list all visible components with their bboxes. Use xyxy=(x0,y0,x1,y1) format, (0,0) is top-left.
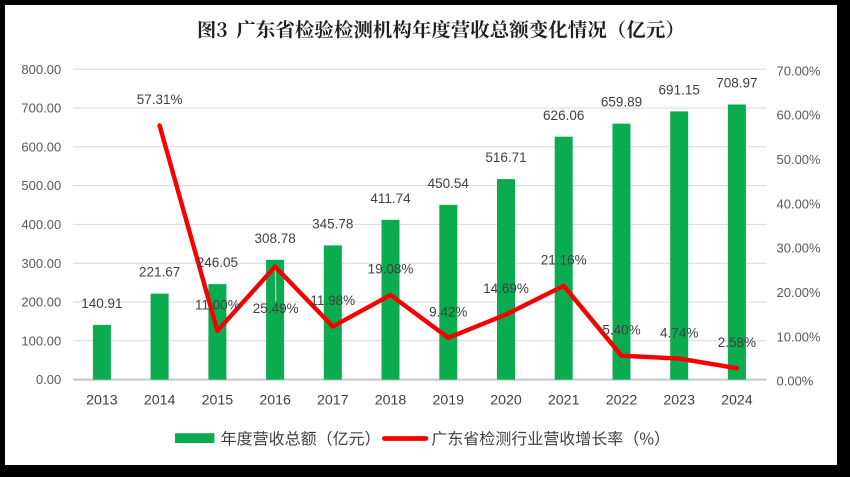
svg-text:2015: 2015 xyxy=(202,393,234,409)
svg-text:40.00%: 40.00% xyxy=(777,196,822,211)
svg-text:5.40%: 5.40% xyxy=(602,322,640,337)
svg-text:450.54: 450.54 xyxy=(428,176,470,191)
svg-text:246.05: 246.05 xyxy=(197,255,238,270)
svg-text:516.71: 516.71 xyxy=(485,150,526,165)
svg-text:25.49%: 25.49% xyxy=(253,301,299,316)
svg-text:2017: 2017 xyxy=(317,393,349,409)
svg-text:2024: 2024 xyxy=(721,393,753,409)
svg-text:600.00: 600.00 xyxy=(21,139,61,154)
svg-text:626.06: 626.06 xyxy=(543,108,584,123)
svg-text:11.98%: 11.98% xyxy=(310,293,355,308)
svg-text:300.00: 300.00 xyxy=(21,256,61,271)
svg-text:60.00%: 60.00% xyxy=(777,108,822,123)
svg-text:2021: 2021 xyxy=(548,393,580,409)
svg-text:19.08%: 19.08% xyxy=(368,262,414,277)
svg-text:11.00%: 11.00% xyxy=(195,298,240,313)
svg-text:4.74%: 4.74% xyxy=(660,325,698,340)
svg-text:659.89: 659.89 xyxy=(601,95,642,110)
svg-text:100.00: 100.00 xyxy=(21,333,61,348)
svg-text:0.00%: 0.00% xyxy=(777,374,814,389)
svg-text:2018: 2018 xyxy=(375,393,407,409)
svg-text:2016: 2016 xyxy=(259,393,291,409)
svg-text:200.00: 200.00 xyxy=(21,295,61,310)
svg-text:20.00%: 20.00% xyxy=(777,285,822,300)
svg-text:0.00: 0.00 xyxy=(36,372,61,387)
svg-text:708.97: 708.97 xyxy=(716,76,757,91)
svg-text:691.15: 691.15 xyxy=(659,83,700,98)
svg-text:140.91: 140.91 xyxy=(81,296,122,311)
svg-text:2020: 2020 xyxy=(490,393,522,409)
svg-text:57.31%: 57.31% xyxy=(137,92,183,107)
svg-text:221.67: 221.67 xyxy=(139,265,180,280)
svg-text:10.00%: 10.00% xyxy=(777,329,822,344)
svg-text:800.00: 800.00 xyxy=(21,62,61,77)
svg-text:21.16%: 21.16% xyxy=(541,253,587,268)
svg-text:308.78: 308.78 xyxy=(254,231,295,246)
svg-text:500.00: 500.00 xyxy=(21,178,61,193)
svg-text:700.00: 700.00 xyxy=(21,101,61,116)
svg-text:345.78: 345.78 xyxy=(312,217,353,232)
svg-text:2013: 2013 xyxy=(86,393,118,409)
svg-text:9.42%: 9.42% xyxy=(429,305,467,320)
svg-text:2014: 2014 xyxy=(144,393,176,409)
svg-text:2023: 2023 xyxy=(663,393,695,409)
svg-text:50.00%: 50.00% xyxy=(777,152,822,167)
svg-text:2.58%: 2.58% xyxy=(718,335,756,350)
svg-text:411.74: 411.74 xyxy=(370,191,411,206)
svg-text:70.00%: 70.00% xyxy=(777,63,822,78)
svg-text:14.69%: 14.69% xyxy=(483,281,529,296)
svg-text:2019: 2019 xyxy=(433,393,465,409)
svg-text:30.00%: 30.00% xyxy=(777,241,822,256)
svg-text:2022: 2022 xyxy=(606,393,638,409)
svg-text:400.00: 400.00 xyxy=(21,217,61,232)
